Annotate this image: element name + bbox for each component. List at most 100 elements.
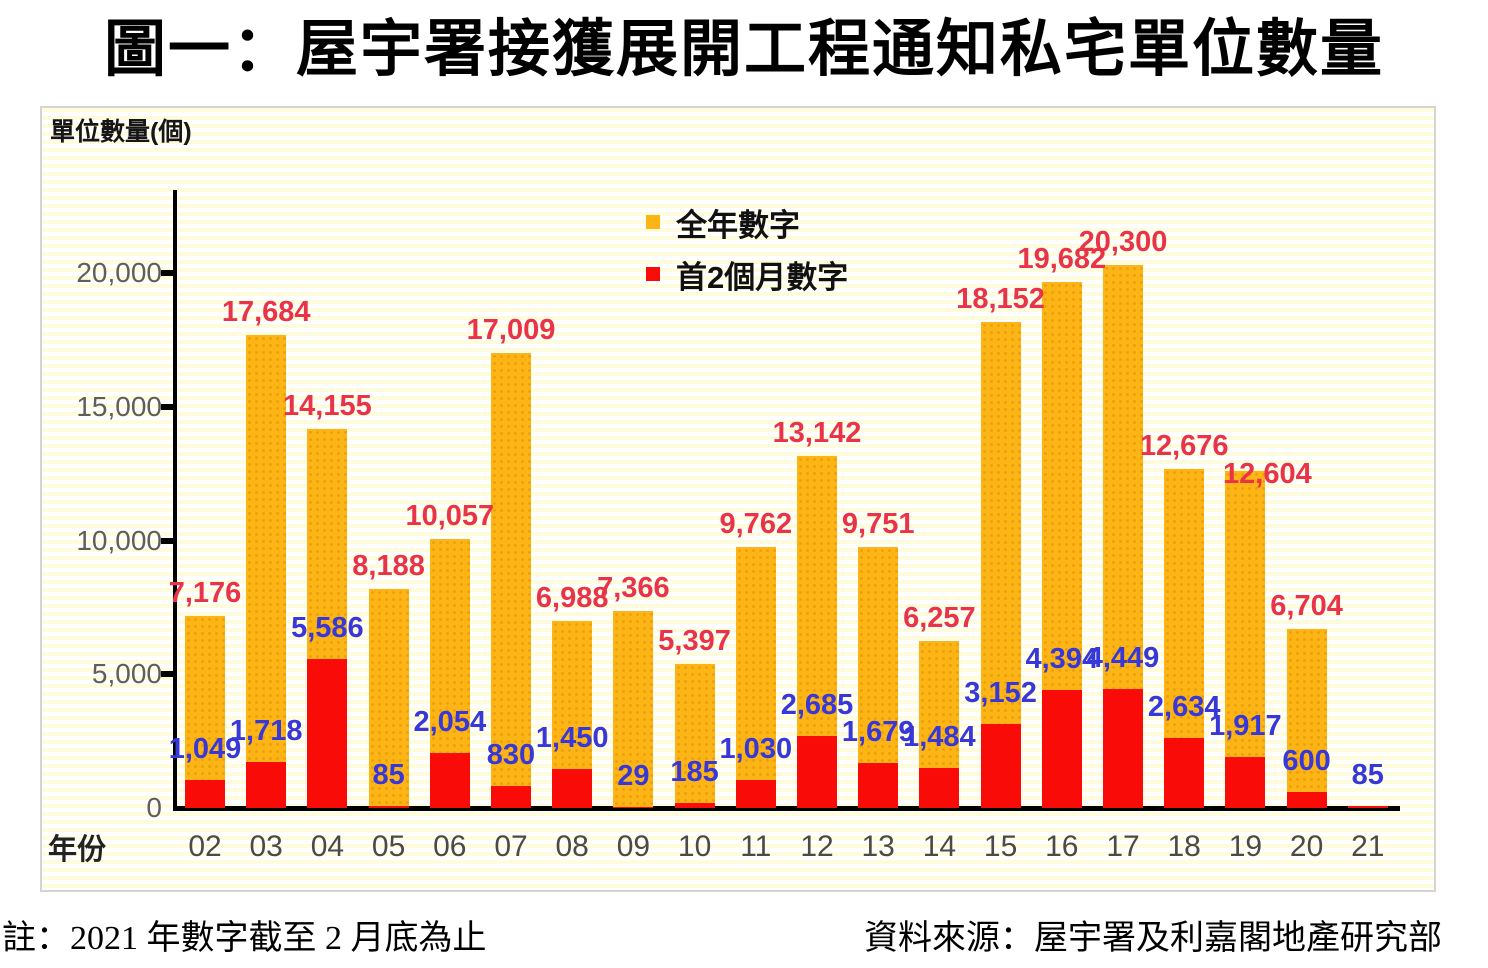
bar-first-2-months bbox=[797, 736, 837, 808]
label-first-2-months: 1,030 bbox=[719, 733, 793, 765]
bar-first-2-months bbox=[368, 806, 409, 808]
bar-full-year bbox=[368, 589, 409, 808]
x-tick-label: 09 bbox=[616, 830, 651, 863]
legend: 全年數字 首2個月數字 bbox=[646, 204, 848, 308]
bar-first-2-months bbox=[552, 769, 593, 808]
x-tick-label: 02 bbox=[188, 830, 222, 863]
label-first-2-months: 1,049 bbox=[168, 733, 242, 765]
legend-swatch-full-year bbox=[646, 215, 660, 229]
footnote: 註：2021 年數字截至 2 月底為止 bbox=[2, 920, 487, 957]
bar-first-2-months bbox=[491, 786, 531, 808]
x-tick-label: 03 bbox=[249, 830, 283, 863]
label-first-2-months: 5,586 bbox=[291, 612, 364, 644]
label-full-year: 13,142 bbox=[772, 417, 862, 449]
bar-first-2-months bbox=[735, 780, 776, 808]
label-first-2-months: 1,484 bbox=[903, 721, 976, 753]
x-tick-label: 12 bbox=[800, 830, 834, 863]
y-tick bbox=[161, 403, 175, 410]
label-first-2-months: 185 bbox=[670, 756, 719, 788]
label-full-year: 5,397 bbox=[658, 625, 731, 657]
label-full-year: 8,188 bbox=[352, 550, 425, 582]
label-first-2-months: 2,634 bbox=[1147, 691, 1221, 723]
label-full-year: 9,762 bbox=[719, 508, 793, 540]
label-full-year: 17,684 bbox=[221, 296, 311, 328]
label-full-year: 10,057 bbox=[405, 500, 495, 532]
y-tick-label: 10,000 bbox=[76, 524, 162, 556]
bar-first-2-months bbox=[858, 763, 899, 808]
legend-label-full-year: 全年數字 bbox=[676, 207, 800, 243]
bar-first-2-months bbox=[185, 780, 225, 808]
bar-full-year bbox=[185, 616, 225, 808]
bar-full-year bbox=[613, 611, 654, 808]
label-first-2-months: 85 bbox=[1351, 759, 1384, 791]
y-tick-label: 5,000 bbox=[91, 658, 162, 690]
bar-first-2-months bbox=[1164, 738, 1205, 808]
label-full-year: 7,366 bbox=[597, 572, 670, 604]
label-first-2-months: 4,449 bbox=[1086, 642, 1160, 674]
chart-title: 圖一：屋宇署接獲展開工程通知私宅單位數量 bbox=[103, 15, 1384, 84]
bar-first-2-months bbox=[674, 803, 715, 808]
label-full-year: 6,988 bbox=[535, 582, 609, 614]
chart-panel: 單位數量(個) 年份 全年數字 首2個月數字 0 5,000 10,000 15,00… bbox=[40, 106, 1436, 892]
label-full-year: 19,682 bbox=[1017, 243, 1107, 275]
bar-first-2-months bbox=[429, 753, 470, 808]
bar-first-2-months bbox=[307, 659, 348, 808]
data-source: 資料來源：屋宇署及利嘉閣地產研究部 bbox=[864, 920, 1442, 957]
x-tick-label: 19 bbox=[1228, 830, 1263, 863]
y-tick-label: 0 bbox=[146, 792, 162, 823]
label-first-2-months: 2,685 bbox=[780, 689, 854, 721]
x-tick-label: 05 bbox=[371, 830, 406, 863]
bar-full-year bbox=[1225, 471, 1266, 808]
bar-first-2-months bbox=[1103, 689, 1143, 808]
label-full-year: 6,257 bbox=[903, 602, 976, 634]
x-tick-label: 15 bbox=[983, 830, 1018, 863]
x-tick-label: 11 bbox=[740, 830, 772, 863]
label-full-year: 20,300 bbox=[1078, 226, 1168, 258]
bar-full-year bbox=[1286, 629, 1327, 808]
x-tick-label: 13 bbox=[861, 830, 895, 863]
y-tick bbox=[161, 671, 175, 678]
label-first-2-months: 4,394 bbox=[1025, 643, 1099, 675]
legend-swatch-first-2-months bbox=[646, 267, 660, 281]
x-tick-label: 17 bbox=[1106, 830, 1140, 863]
label-first-2-months: 1,450 bbox=[535, 722, 609, 754]
bar-full-year bbox=[735, 547, 776, 808]
legend-label-first-2-months: 首2個月數字 bbox=[676, 259, 849, 295]
bar-first-2-months bbox=[1286, 792, 1327, 808]
x-tick-label: 21 bbox=[1351, 830, 1385, 863]
label-first-2-months: 1,718 bbox=[229, 715, 303, 747]
bar-full-year bbox=[674, 664, 715, 808]
label-first-2-months: 1,679 bbox=[841, 716, 915, 748]
label-first-2-months: 1,917 bbox=[1209, 710, 1282, 742]
bar-first-2-months bbox=[613, 807, 654, 808]
label-first-2-months: 600 bbox=[1282, 745, 1331, 777]
label-full-year: 6,704 bbox=[1270, 590, 1343, 622]
x-tick-label: 20 bbox=[1289, 830, 1324, 863]
x-axis-line bbox=[173, 806, 1400, 811]
bar-full-year bbox=[246, 335, 287, 808]
label-first-2-months: 830 bbox=[486, 739, 536, 771]
x-tick-label: 18 bbox=[1167, 830, 1201, 863]
x-tick-label: 04 bbox=[310, 830, 345, 863]
bar-first-2-months bbox=[1347, 806, 1388, 808]
label-full-year: 14,155 bbox=[283, 390, 372, 422]
x-tick-label: 14 bbox=[922, 830, 957, 863]
x-tick-label: 08 bbox=[555, 830, 589, 863]
x-axis-title: 年份 bbox=[48, 834, 107, 866]
label-full-year: 18,152 bbox=[956, 283, 1045, 315]
y-tick-label: 15,000 bbox=[76, 390, 162, 422]
bar-first-2-months bbox=[980, 724, 1021, 808]
label-first-2-months: 29 bbox=[617, 760, 650, 792]
y-axis-line bbox=[173, 190, 177, 810]
label-first-2-months: 3,152 bbox=[964, 677, 1037, 709]
x-tick-label: 07 bbox=[494, 830, 528, 863]
label-first-2-months: 85 bbox=[372, 759, 405, 791]
plot-area: 單位數量(個) 年份 全年數字 首2個月數字 0 5,000 10,000 15,00… bbox=[42, 108, 1434, 890]
x-tick-label: 06 bbox=[433, 830, 467, 863]
legend-item-full-year: 全年數字 bbox=[646, 204, 848, 243]
label-full-year: 9,751 bbox=[841, 508, 915, 540]
x-tick-label: 16 bbox=[1045, 830, 1079, 863]
label-full-year: 12,604 bbox=[1223, 458, 1312, 490]
bar-first-2-months bbox=[919, 768, 960, 808]
